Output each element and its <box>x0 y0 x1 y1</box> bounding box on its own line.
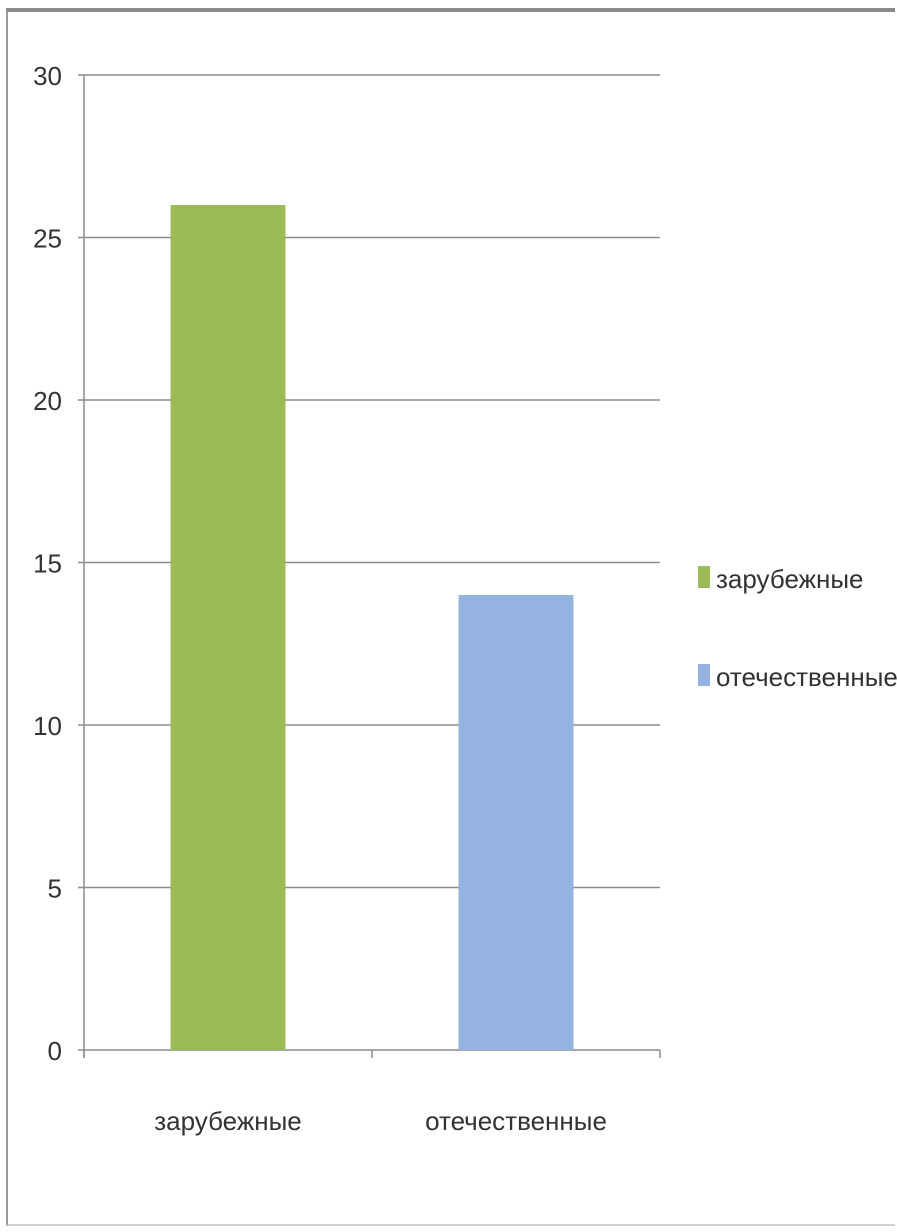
y-tick-label: 25 <box>33 224 62 254</box>
y-tick-label: 10 <box>33 711 62 741</box>
x-category-labels: зарубежные отечественные <box>154 1106 607 1136</box>
bars <box>170 205 574 1050</box>
y-tick-label: 15 <box>33 549 62 579</box>
chart-frame <box>6 8 895 1226</box>
x-category-label: зарубежные <box>154 1106 302 1136</box>
legend-label: отечественные <box>716 662 897 692</box>
x-category-label: отечественные <box>425 1106 607 1136</box>
y-tick-label: 30 <box>33 61 62 91</box>
y-tick-label: 20 <box>33 386 62 416</box>
bar-2 <box>458 595 574 1050</box>
y-tick-label: 5 <box>48 874 62 904</box>
legend-swatch <box>698 664 710 686</box>
legend-label: зарубежные <box>716 564 864 594</box>
y-tick-label: 0 <box>48 1036 62 1066</box>
legend: зарубежные отечественные <box>698 564 897 692</box>
bar-1 <box>170 205 286 1050</box>
legend-swatch <box>698 566 710 588</box>
y-tick-labels: 0 5 10 15 20 25 30 <box>33 61 62 1066</box>
